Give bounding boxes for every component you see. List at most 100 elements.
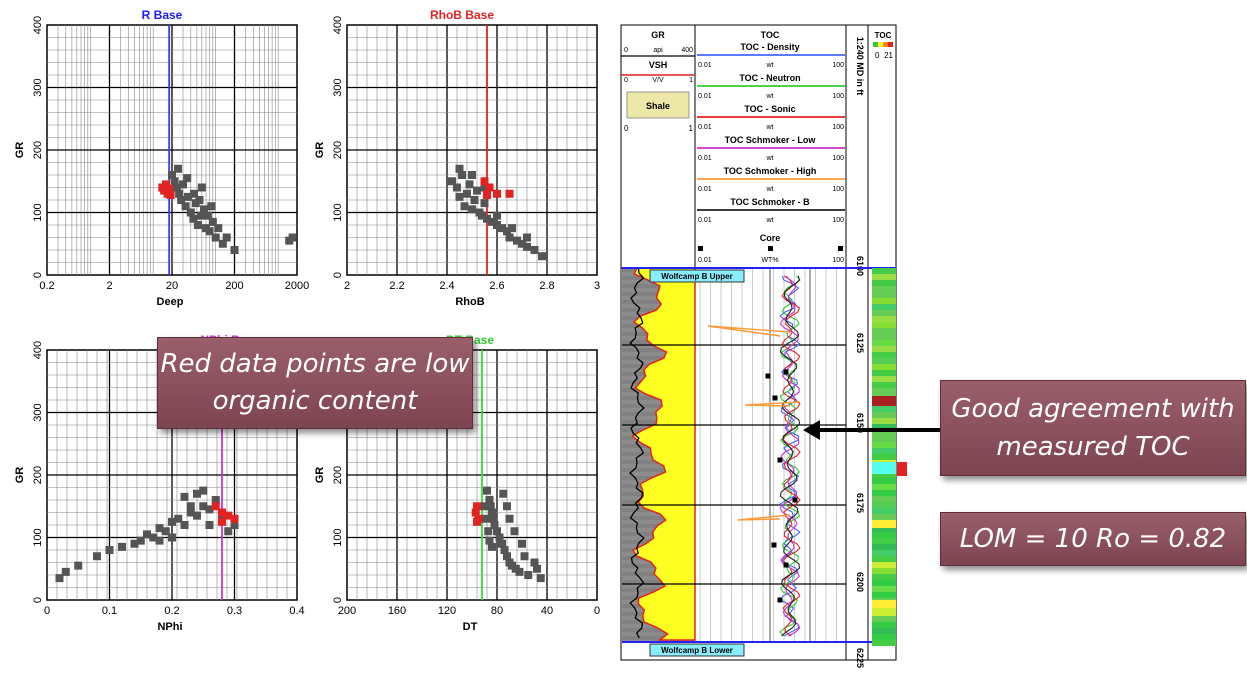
data-point — [74, 561, 83, 570]
toc-color-band — [872, 484, 896, 490]
toc-curve-max: 100 — [832, 93, 844, 100]
data-point — [218, 239, 227, 248]
gr-header-unit: api — [653, 47, 663, 54]
data-point-red — [471, 508, 480, 517]
data-point — [105, 546, 114, 554]
y-axis-label: GR — [14, 467, 26, 484]
toc-color-band — [872, 478, 896, 484]
x-tick-label: 3 — [594, 280, 600, 292]
toc-color-band — [872, 442, 896, 448]
toc-curve-unit: wt — [766, 93, 774, 100]
toc-color-band — [872, 424, 896, 430]
toc-color-band — [872, 640, 896, 646]
x-tick-label: 20 — [166, 280, 178, 292]
toc-curve-max: 100 — [832, 155, 844, 162]
vsh-header-max: 1 — [689, 77, 693, 84]
toc-color-band — [872, 472, 896, 478]
x-axis-label: Deep — [157, 296, 184, 308]
toc-color-band — [872, 328, 896, 334]
toc-curve-max: 100 — [832, 186, 844, 193]
data-point — [181, 202, 190, 211]
toc-color-band — [872, 454, 896, 460]
callout-maturity: LOM = 10 Ro = 0.82 — [940, 512, 1246, 566]
toc-color-band — [872, 496, 896, 502]
toc-curve-unit: wt — [766, 217, 774, 224]
data-point — [179, 180, 188, 189]
data-point — [470, 196, 479, 204]
vsh-fill — [631, 267, 696, 641]
data-point — [505, 233, 514, 242]
callout-red-points: Red data points are low organic content — [157, 337, 473, 429]
toc-color-band — [872, 412, 896, 418]
crossplot-2: 2 2.2 2.4 2.6 2.8 3 0 100 200 300 400 RhoB GR RhoB Ba… — [314, 8, 600, 308]
crossplot-1: 0.2 2 20 200 2000 0 100 200 300 400 Deep GR R Base — [14, 8, 309, 308]
data-point — [149, 533, 158, 542]
shale-label: Shale — [646, 101, 670, 111]
y-tick-label: 0 — [332, 597, 344, 603]
depth-label: 6150 — [855, 413, 865, 433]
data-point — [93, 552, 101, 561]
gr-track-shade — [622, 580, 695, 584]
data-point — [155, 524, 164, 533]
toc-curve-min: 0.01 — [698, 217, 712, 224]
data-point-red — [224, 511, 233, 520]
toc-curve-name: TOC Schmoker - B — [730, 197, 810, 207]
callout-good-agreement: Good agreement with measured TOC — [940, 380, 1246, 476]
data-point — [207, 202, 216, 211]
toc-color-band — [872, 514, 896, 520]
toc-color-band-high — [872, 396, 896, 406]
data-point — [453, 183, 461, 192]
core-point — [783, 369, 789, 375]
data-point — [186, 508, 195, 517]
toc-color-band — [872, 364, 896, 370]
core-symbol — [698, 246, 703, 251]
data-point — [197, 183, 206, 192]
data-point — [455, 164, 464, 173]
data-point — [199, 205, 208, 214]
vsh-header-unit: V/V — [652, 77, 664, 84]
data-point — [455, 192, 464, 201]
data-point — [510, 527, 519, 536]
data-point — [533, 564, 541, 573]
data-point — [61, 567, 70, 576]
colorbar-swatch — [873, 42, 878, 47]
toc-color-band — [872, 370, 896, 376]
toc-color-band — [872, 436, 896, 442]
data-point — [480, 199, 489, 208]
y-tick-label: 400 — [332, 16, 344, 34]
data-point — [483, 214, 491, 223]
measured-toc-marker — [897, 462, 907, 476]
data-point — [485, 496, 494, 504]
data-point — [205, 227, 214, 236]
data-point — [118, 542, 126, 551]
x-tick-label: 0 — [44, 605, 50, 617]
data-point — [503, 552, 511, 561]
data-point — [448, 177, 456, 186]
data-point — [478, 211, 486, 220]
data-point-red — [493, 189, 501, 198]
data-point-red — [165, 184, 174, 193]
data-point — [538, 252, 546, 261]
data-point — [174, 164, 183, 173]
x-tick-label: 2.8 — [539, 280, 554, 292]
shale-min: 0 — [624, 124, 629, 133]
core-point — [772, 395, 778, 401]
toc-curve-max: 100 — [832, 62, 844, 69]
y-tick-label: 300 — [332, 78, 344, 96]
data-point — [203, 211, 212, 220]
data-point — [523, 233, 531, 242]
data-point — [524, 571, 533, 579]
data-point — [468, 205, 476, 214]
toc-curve-name: TOC - Neutron — [739, 73, 800, 83]
data-point — [143, 530, 151, 539]
toc-color-band-mid — [872, 600, 896, 608]
y-tick-label: 200 — [332, 466, 344, 484]
colorbar-swatch — [888, 42, 893, 47]
data-point — [288, 233, 297, 242]
toc-curve-unit: wt — [766, 124, 774, 131]
data-point — [498, 539, 506, 548]
data-point — [483, 486, 491, 495]
x-tick-label: 2 — [344, 280, 350, 292]
toc-color-band — [872, 280, 896, 286]
data-point — [523, 242, 531, 251]
